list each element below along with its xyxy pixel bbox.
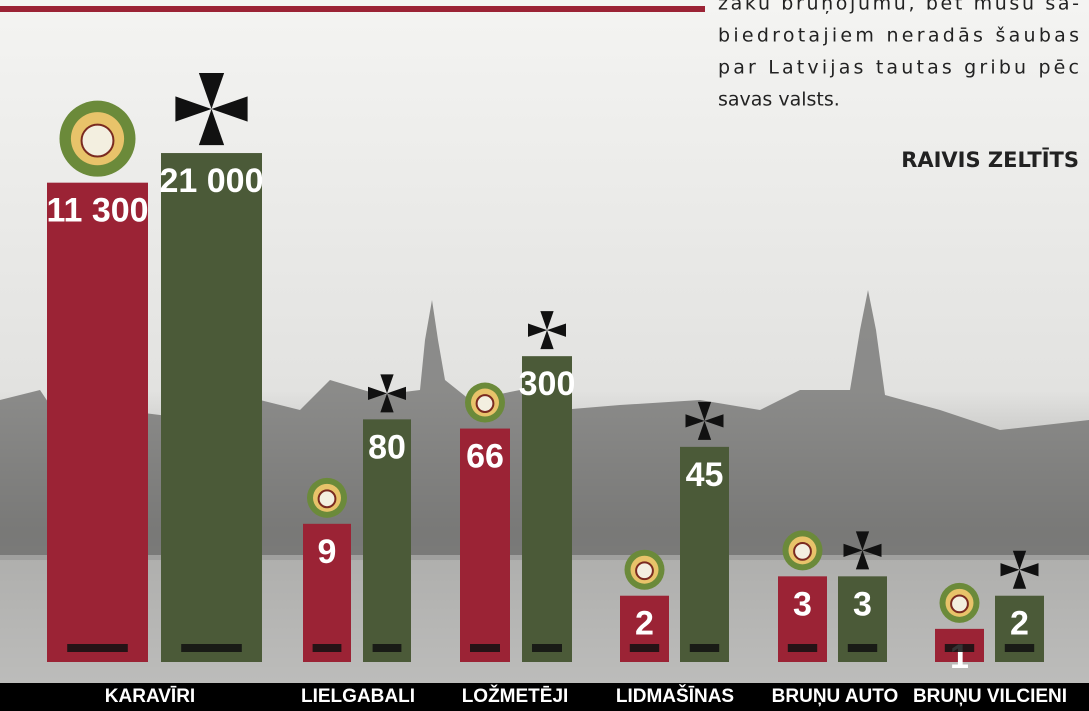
bar — [680, 446, 729, 662]
icon — [67, 644, 128, 652]
icon — [470, 644, 500, 652]
emblem-center — [317, 489, 337, 509]
cross-emblem — [843, 531, 882, 570]
value-label: 45 — [686, 456, 724, 494]
category-strip — [0, 683, 1089, 711]
text-line: savas valsts. — [718, 89, 840, 111]
bar — [303, 523, 351, 662]
icon — [532, 644, 562, 652]
icon — [372, 644, 402, 652]
emblem-center — [635, 561, 654, 581]
icon — [312, 644, 342, 652]
icon — [944, 644, 975, 652]
value-label: 3 — [793, 585, 812, 623]
value-label: 300 — [519, 365, 576, 403]
value-label: 66 — [466, 438, 504, 476]
value-label: 80 — [368, 428, 406, 466]
value-label: 2 — [1010, 605, 1029, 643]
author: RAIVIS ZELTĪTS — [901, 147, 1079, 172]
bar — [363, 419, 411, 662]
category-label: LOŽMETĒJI — [462, 685, 569, 707]
category-label: LIDMAŠĪNAS — [616, 685, 734, 707]
icon — [787, 644, 818, 652]
emblem-center — [793, 541, 812, 561]
emblem-center — [475, 394, 495, 413]
icon — [181, 644, 242, 652]
emblem-center — [80, 123, 115, 158]
value-label: 2 — [635, 605, 654, 643]
icon — [629, 644, 660, 652]
cross-emblem — [175, 72, 248, 146]
category-label: KARAVĪRI — [105, 686, 195, 707]
cross-emblem — [685, 401, 724, 440]
top-rule — [0, 6, 705, 12]
value-label: 21 000 — [160, 162, 264, 200]
bar — [522, 356, 572, 662]
value-label: 1 — [950, 638, 969, 676]
category-label: BRUŅU VILCIENI — [913, 686, 1067, 707]
bar — [460, 428, 510, 662]
category-label: LIELGABALI — [301, 686, 415, 707]
cross-emblem — [1000, 550, 1039, 589]
icon — [689, 644, 720, 652]
bar — [47, 182, 148, 662]
cross-emblem — [368, 374, 406, 413]
value-label: 9 — [318, 533, 337, 571]
icon — [847, 644, 878, 652]
text-line: biedrotajiem neradās šaubas — [718, 25, 1079, 47]
emblem-center — [950, 594, 969, 614]
cross-emblem — [528, 311, 566, 350]
icon — [1004, 644, 1035, 652]
category-label: BRUŅU AUTO — [772, 686, 899, 707]
text-line: zaku bruņojumu, bet mūsu sa- — [718, 0, 1079, 15]
value-label: 11 300 — [46, 192, 148, 230]
value-label: 3 — [853, 585, 872, 623]
bar — [161, 153, 262, 662]
